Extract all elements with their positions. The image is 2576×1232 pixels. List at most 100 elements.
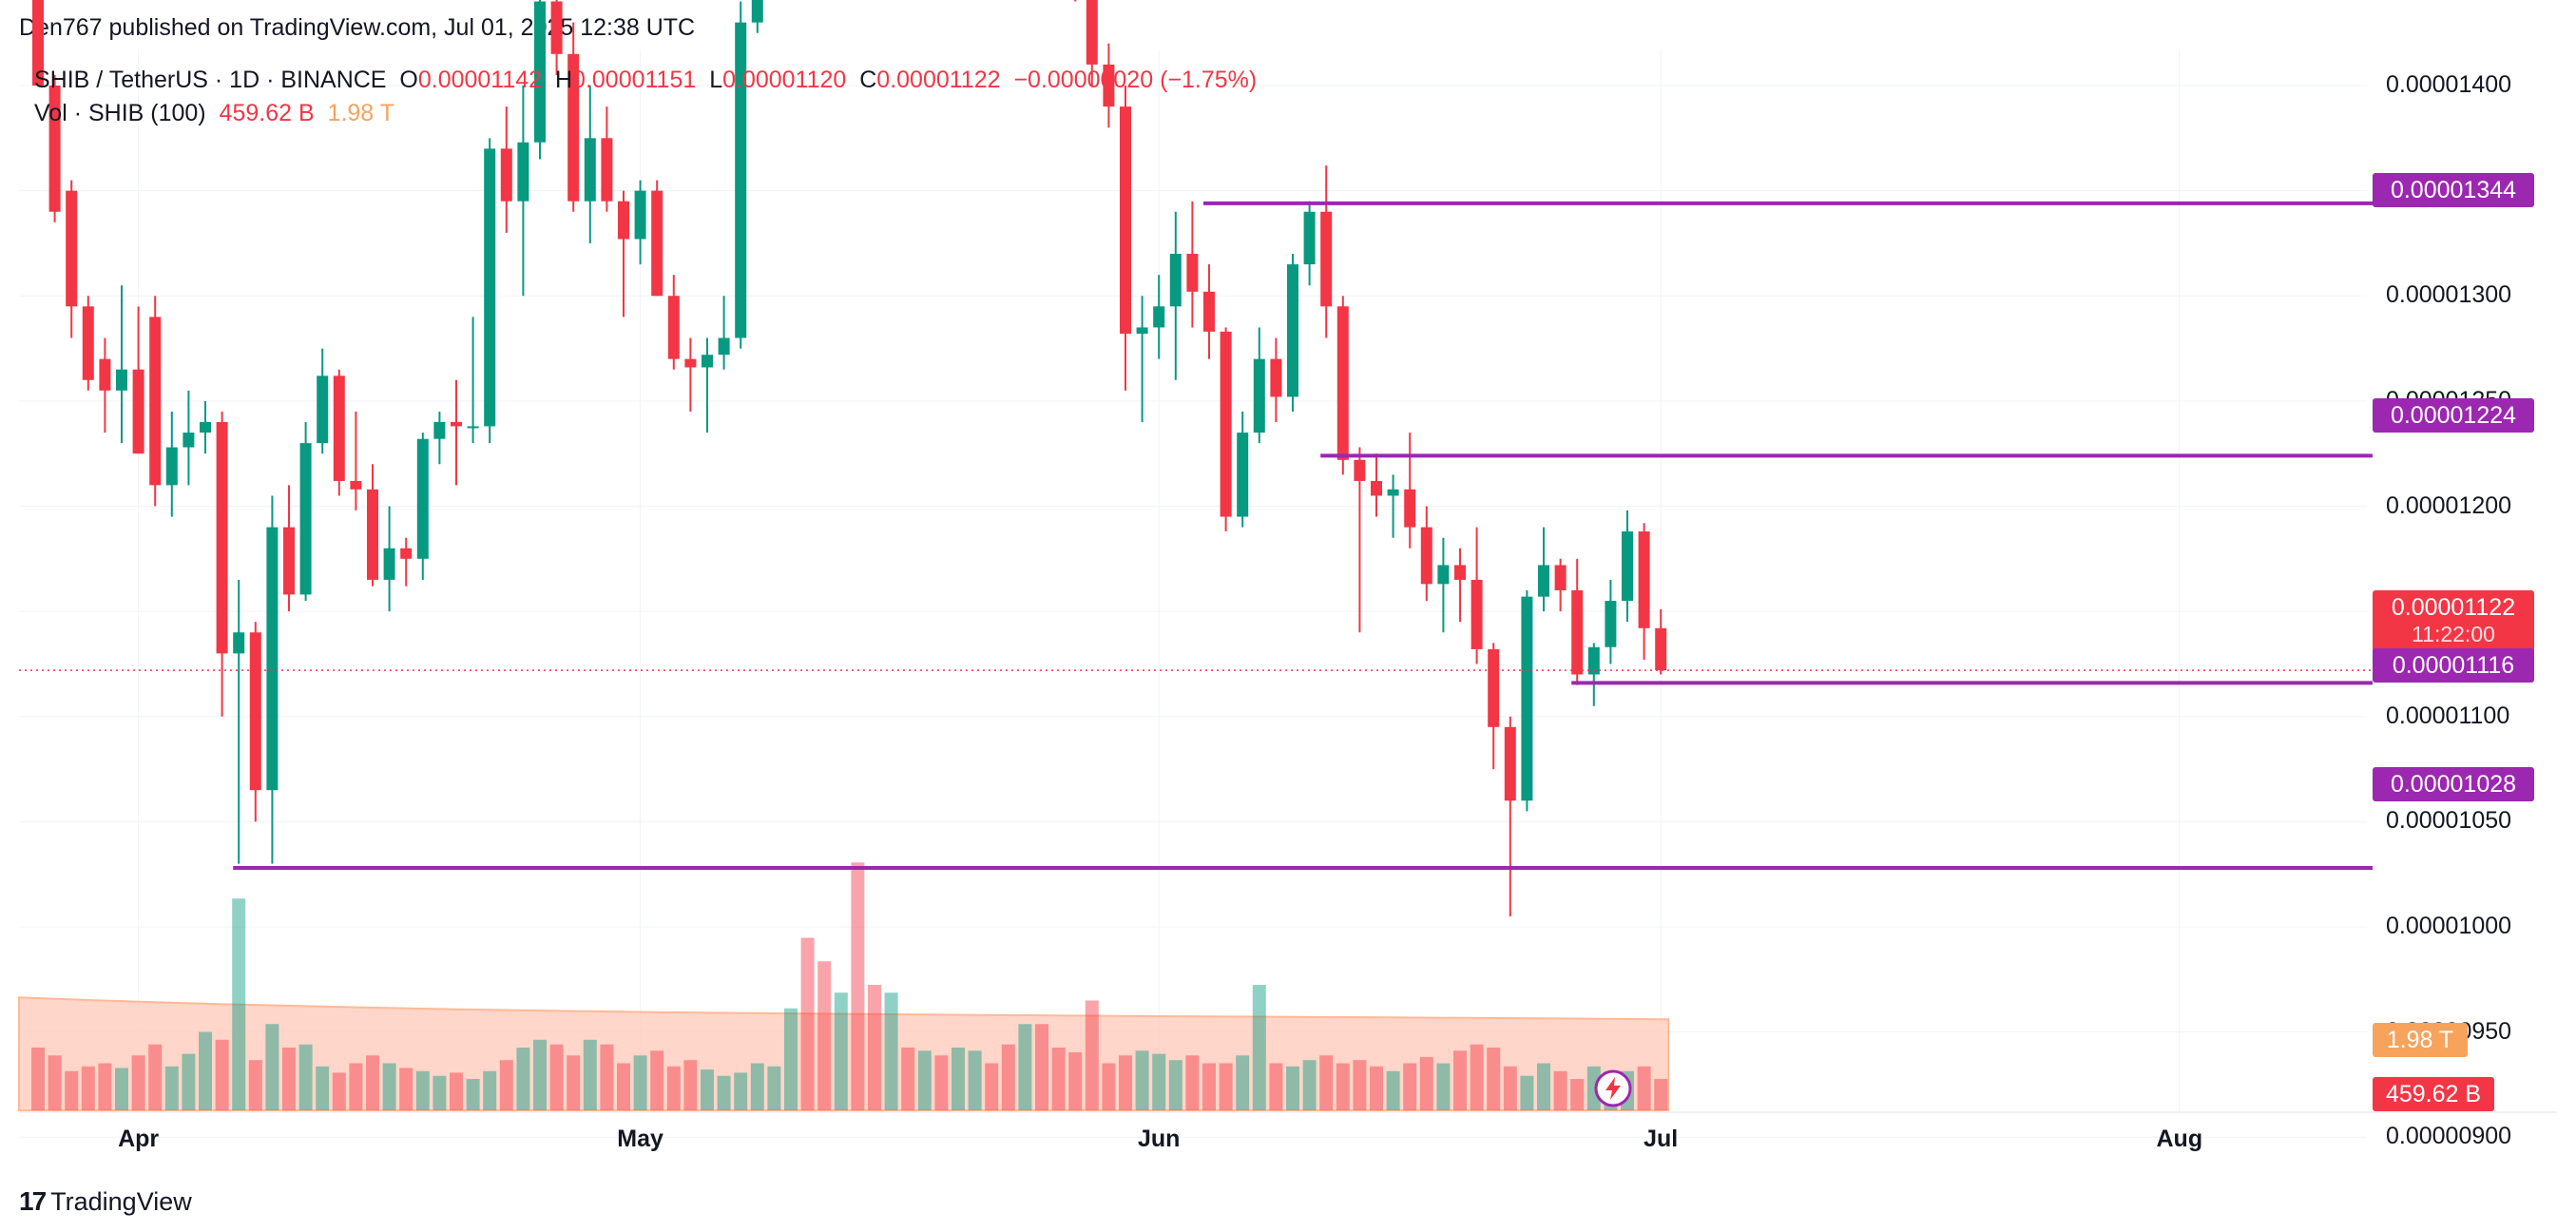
candle-body [1655, 627, 1667, 671]
volume-bar [1353, 1060, 1367, 1110]
candle [1504, 716, 1516, 916]
candle-body [584, 138, 596, 202]
candle [718, 296, 730, 370]
candle [350, 411, 362, 510]
candle [1454, 548, 1466, 623]
candle [1237, 411, 1249, 528]
volume-bar [1570, 1079, 1585, 1110]
candle-body [1270, 358, 1282, 397]
candle-body [216, 422, 228, 654]
volume-bar [131, 1055, 145, 1110]
candle-body [1136, 327, 1148, 335]
candle [433, 411, 446, 465]
volume-bar [1453, 1050, 1467, 1110]
volume-bar [215, 1039, 229, 1110]
volume-bar [1001, 1044, 1015, 1110]
time-axis-tick: May [617, 1126, 663, 1152]
candle-body [48, 86, 61, 212]
volume-bar [600, 1044, 614, 1110]
volume-bar [1537, 1063, 1550, 1110]
tradingview-logo-text: TradingView [50, 1186, 192, 1216]
volume-bar [884, 992, 898, 1110]
candle [584, 86, 596, 243]
candle [99, 337, 111, 433]
candle [216, 411, 228, 717]
volume-bar [382, 1063, 396, 1110]
candle [383, 506, 395, 612]
candle [1571, 558, 1584, 685]
volume-bar [750, 1063, 764, 1110]
legend-volume-value: 459.62 B [219, 100, 315, 126]
volume-bar [934, 1055, 949, 1110]
candle [1303, 201, 1316, 286]
candle-body [149, 317, 162, 486]
candle [1420, 506, 1432, 602]
price-axis-tick: 0.00001300 [2386, 281, 2512, 309]
candle-body [165, 447, 178, 486]
candle-body [550, 1, 563, 54]
volume-bar [868, 985, 881, 1110]
lightning-bolt-icon[interactable] [1593, 1068, 1633, 1108]
candle-body [1169, 254, 1182, 307]
time-axis-tick: Jun [1137, 1126, 1181, 1152]
volume-ma-area [18, 996, 1670, 1111]
candle-body [702, 355, 713, 368]
candle-body [317, 375, 329, 444]
candle-body [1521, 596, 1533, 801]
volume-bar [349, 1063, 363, 1110]
candle [735, 1, 747, 349]
legend-volume-ma-value: 1.98 T [327, 100, 394, 126]
candle-body [1437, 565, 1450, 585]
volume-bar [1035, 1024, 1048, 1110]
candle [1253, 327, 1265, 444]
candle [1488, 643, 1500, 770]
candle-body [82, 306, 94, 380]
candle-body [1554, 565, 1567, 590]
volume-bar [1168, 1060, 1182, 1110]
candle-body [266, 527, 279, 791]
candle [1336, 296, 1349, 475]
candle-body [99, 358, 111, 391]
volume-bar [466, 1079, 480, 1110]
candle [1203, 264, 1215, 359]
candle-body [1354, 459, 1366, 481]
volume-bar [617, 1063, 630, 1110]
candle-body [367, 489, 378, 580]
candle-body [1336, 306, 1349, 460]
candle [634, 180, 646, 265]
candle [333, 369, 345, 496]
candle [1103, 43, 1115, 128]
candle [132, 306, 144, 454]
price-tag-level-1028: 0.00001028 [2373, 767, 2534, 801]
volume-bar [115, 1068, 128, 1110]
candle-body [1371, 480, 1382, 496]
price-tag-current: 0.00001122 11:22:00 [2373, 590, 2534, 655]
candle-body [200, 422, 211, 433]
volume-bar [316, 1066, 330, 1110]
volume-bar [1419, 1056, 1433, 1110]
volume-bars [31, 862, 1668, 1110]
volume-bar [1336, 1063, 1350, 1110]
volume-bar [366, 1055, 379, 1110]
candle-body [249, 632, 261, 791]
candle-body [534, 1, 546, 143]
volume-bar [164, 1066, 179, 1110]
legend-close-value: 0.00001122 [876, 67, 1001, 93]
candle [1521, 590, 1533, 812]
candle [200, 400, 211, 454]
candle-body [1237, 433, 1249, 517]
candle-body [601, 138, 613, 202]
volume-bar [851, 862, 865, 1110]
candle [149, 296, 162, 507]
volume-bar [968, 1050, 982, 1110]
volume-bar [1185, 1055, 1200, 1110]
volume-bar [1018, 1024, 1032, 1110]
candle-body [1587, 646, 1600, 675]
candle [266, 495, 279, 864]
tradingview-logo[interactable]: 17 TradingView [19, 1186, 192, 1217]
volume-bar [834, 992, 848, 1110]
candle [1554, 558, 1567, 612]
candle [567, 22, 580, 212]
candle [233, 579, 245, 864]
